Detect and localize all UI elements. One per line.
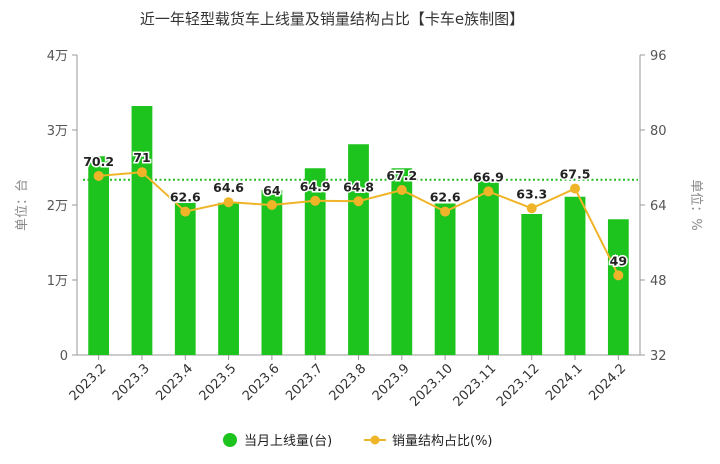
data-label: 64.6 bbox=[213, 180, 244, 195]
line-series bbox=[93, 167, 624, 281]
bar[interactable] bbox=[478, 180, 499, 355]
x-tick-label: 2023.6 bbox=[240, 361, 283, 404]
data-label: 62.6 bbox=[430, 190, 461, 205]
bar[interactable] bbox=[391, 168, 413, 355]
data-label: 49 bbox=[610, 253, 627, 268]
data-label: 71 bbox=[133, 150, 150, 165]
line-point[interactable] bbox=[136, 167, 147, 178]
bar[interactable] bbox=[304, 168, 326, 355]
bar[interactable] bbox=[218, 202, 239, 355]
x-tick-label: 2023.4 bbox=[153, 361, 196, 404]
bar[interactable] bbox=[131, 106, 153, 355]
bar[interactable] bbox=[174, 202, 196, 355]
left-tick-label: 2万 bbox=[47, 199, 68, 214]
bar-series bbox=[88, 106, 629, 356]
right-tick-label: 32 bbox=[650, 349, 667, 364]
axes: 0 1万 2万 3万 4万 32 48 64 80 96 bbox=[47, 49, 667, 364]
data-label: 64 bbox=[263, 183, 281, 198]
legend-line-label: 销量结构占比(%) bbox=[392, 434, 493, 449]
line-point[interactable] bbox=[310, 195, 321, 206]
legend[interactable]: 当月上线量(台) 销量结构占比(%) bbox=[223, 433, 493, 449]
line-point[interactable] bbox=[353, 196, 364, 207]
data-label: 63.3 bbox=[516, 186, 547, 201]
data-label: 62.6 bbox=[170, 190, 201, 205]
chart-title: 近一年轻型载货车上线量及销量结构占比【卡车e族制图】 bbox=[140, 10, 524, 28]
x-tick-label: 2023.9 bbox=[370, 361, 413, 404]
left-tick-label: 0 bbox=[60, 349, 68, 364]
bar[interactable] bbox=[434, 203, 456, 356]
data-label: 64.8 bbox=[343, 179, 374, 194]
bar[interactable] bbox=[607, 219, 629, 355]
x-tick-label: 2023.8 bbox=[327, 361, 370, 404]
legend-bar-swatch bbox=[223, 433, 237, 447]
x-tick-label: 2023.7 bbox=[283, 361, 326, 404]
data-labels: 70.2 71 62.6 64.6 64 64.9 64.8 67.2 62.6 66.9 63.3… bbox=[82, 149, 629, 270]
x-tick-label: 2023.11 bbox=[451, 361, 500, 410]
left-axis-label: 单位：台 bbox=[15, 179, 30, 231]
line-point[interactable] bbox=[396, 185, 407, 195]
bar[interactable] bbox=[348, 144, 369, 355]
left-tick-label: 1万 bbox=[47, 274, 68, 289]
x-tick-label: 2023.5 bbox=[197, 361, 240, 404]
x-tick-label: 2023.3 bbox=[110, 361, 153, 404]
data-label: 70.2 bbox=[83, 154, 114, 169]
line-point[interactable] bbox=[93, 170, 104, 181]
right-tick-label: 64 bbox=[650, 199, 667, 214]
bar[interactable] bbox=[521, 214, 543, 355]
legend-line-marker bbox=[370, 435, 380, 445]
x-ticks: 2023.2 2023.3 2023.4 2023.5 2023.6 2023.7 2023… bbox=[67, 355, 629, 410]
line-point[interactable] bbox=[440, 206, 451, 217]
bar[interactable] bbox=[261, 190, 283, 355]
x-tick-label: 2023.12 bbox=[494, 361, 543, 410]
bar[interactable] bbox=[564, 196, 586, 355]
left-tick-label: 3万 bbox=[47, 124, 68, 139]
line-point[interactable] bbox=[266, 200, 277, 210]
data-label: 66.9 bbox=[473, 169, 504, 184]
line-point[interactable] bbox=[570, 183, 581, 194]
right-tick-label: 48 bbox=[650, 274, 667, 289]
data-label: 64.9 bbox=[300, 179, 331, 194]
x-tick-label: 2023.2 bbox=[67, 361, 110, 404]
x-tick-label: 2023.10 bbox=[407, 361, 456, 410]
line-point[interactable] bbox=[613, 270, 624, 281]
x-tick-label: 2024.2 bbox=[586, 361, 629, 404]
left-tick-label: 4万 bbox=[47, 49, 68, 64]
line-point[interactable] bbox=[483, 186, 494, 197]
line-point[interactable] bbox=[180, 206, 191, 217]
line-point[interactable] bbox=[526, 203, 537, 214]
data-label: 67.5 bbox=[560, 167, 591, 182]
data-label: 67.2 bbox=[386, 168, 417, 183]
right-tick-label: 80 bbox=[650, 124, 667, 139]
right-axis-label: 单位：% bbox=[688, 179, 703, 230]
legend-bar-label: 当月上线量(台) bbox=[244, 434, 332, 449]
x-tick-label: 2024.1 bbox=[543, 361, 586, 404]
line-point[interactable] bbox=[223, 197, 234, 208]
right-tick-label: 96 bbox=[650, 49, 667, 64]
bar[interactable] bbox=[88, 156, 110, 355]
